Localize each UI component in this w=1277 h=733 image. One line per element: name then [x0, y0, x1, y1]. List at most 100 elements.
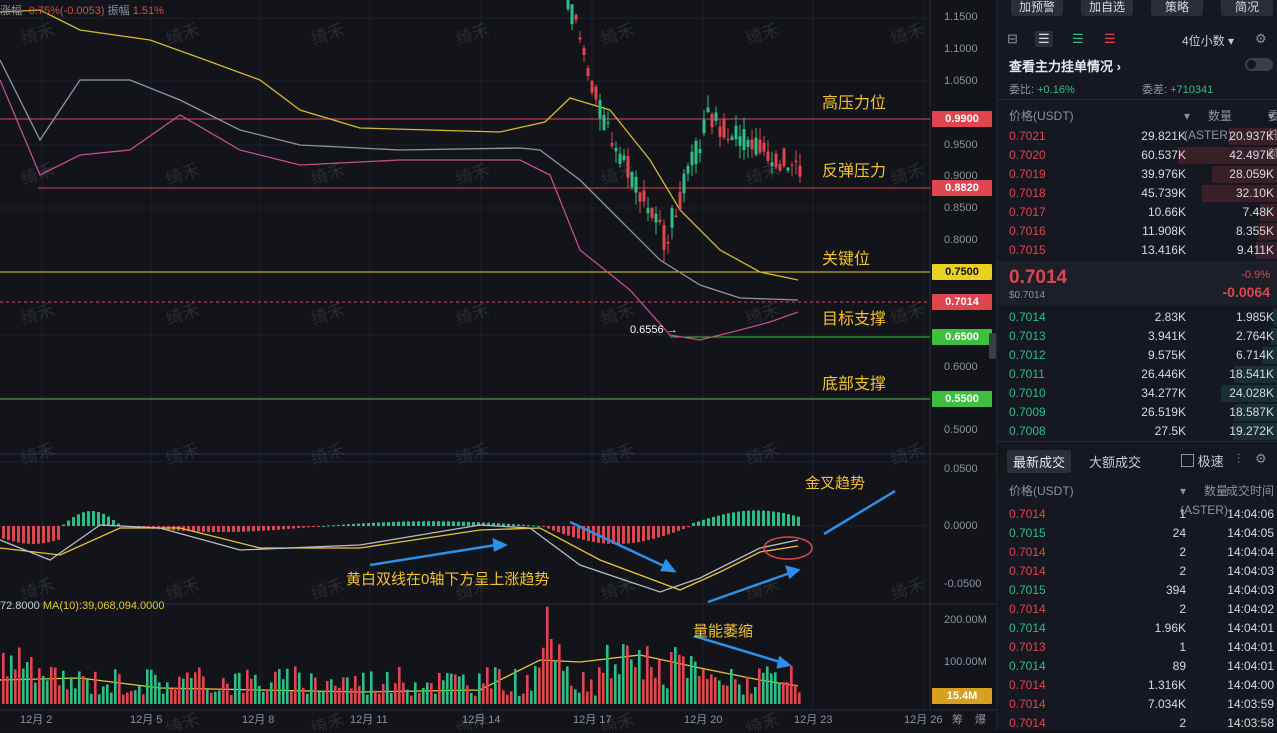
volume-bar: [742, 694, 745, 704]
orderbook-asks-icon[interactable]: ☰: [1072, 31, 1084, 46]
macd-bar: [397, 521, 400, 526]
settings-icon-trades[interactable]: ⚙: [1255, 451, 1267, 466]
volume-bar: [798, 692, 801, 704]
volume-bar: [166, 682, 169, 704]
ob-header-amt[interactable]: 委托额 ▾: [1268, 107, 1277, 161]
bollinger-lower: [0, 79, 799, 341]
candle: [782, 147, 786, 169]
volume-bar: [194, 672, 197, 704]
ob-price: 0.7011: [1009, 367, 1045, 381]
macd-bar: [217, 526, 220, 532]
level-label: 高压力位: [822, 95, 887, 112]
last-pct: -0.9%: [1241, 269, 1270, 281]
candle: [614, 141, 618, 163]
volume-bar: [522, 693, 525, 704]
ask-row: 0.7015 13.416K 9.411K: [997, 241, 1277, 260]
macd-bar: [277, 526, 280, 530]
macd-bar: [7, 526, 10, 541]
macd-dif-line: [0, 524, 799, 593]
depth-title[interactable]: 查看主力挂单情况 ›: [1009, 56, 1121, 75]
volume-bar: [314, 677, 317, 704]
volume-bar: [110, 692, 113, 704]
filter-icon[interactable]: ⫶: [1237, 451, 1241, 466]
volume-bar: [550, 639, 553, 704]
chart-panel[interactable]: 涨幅 -0.75%(-0.0053) 振幅 1.51% 72.8000 MA(1…: [0, 0, 996, 730]
candle: [722, 113, 726, 140]
macd-bar: [777, 512, 780, 526]
volume-bar: [766, 666, 769, 704]
trades-header-qty[interactable]: 数量(ASTER) ▾: [1180, 482, 1228, 517]
level-price-tag: 0.8820: [932, 180, 992, 196]
macd-bar: [402, 521, 405, 526]
strategy-button[interactable]: 策略: [1151, 0, 1203, 16]
macd-bar: [262, 526, 265, 531]
macd-bar: [22, 526, 25, 544]
macd-bar: [667, 526, 670, 535]
volume-bar: [678, 654, 681, 704]
ob-price: 0.7013: [1009, 329, 1046, 343]
ob-qty: 3.941K: [1147, 329, 1186, 343]
alert-button[interactable]: 加预警: [1011, 0, 1063, 16]
bid-row: 0.7011 26.446K 18.541K: [997, 365, 1277, 384]
candlestick-chart[interactable]: [0, 0, 996, 730]
macd-bar: [362, 523, 365, 526]
macd-bar: [77, 514, 80, 526]
settings-icon[interactable]: ⚙: [1255, 31, 1267, 46]
volume-bar: [386, 671, 389, 704]
ob-header-amt-text: 委托额: [1267, 109, 1277, 161]
candle: [646, 196, 650, 221]
trades-header-time: 成交时间: [1225, 484, 1274, 498]
volume-bar: [494, 667, 497, 704]
fast-mode-checkbox[interactable]: 极速: [1181, 451, 1224, 470]
candle: [650, 207, 654, 222]
level-label: 反弹压力: [822, 163, 887, 180]
lines-up-label: 黄白双线在0轴下方呈上涨趋势: [346, 571, 550, 588]
orderbook-bids-icon[interactable]: ☰: [1035, 31, 1053, 47]
depth-toggle[interactable]: [1245, 58, 1273, 71]
volume-bar: [30, 657, 33, 704]
ask-row: 0.7016 11.908K 8.355K: [997, 222, 1277, 241]
low-price-label: 0.6556 →: [630, 324, 678, 336]
tab-large-trades[interactable]: 大额成交: [1089, 455, 1142, 470]
candle: [682, 169, 686, 203]
macd-bar: [307, 526, 310, 528]
volume-bar: [306, 693, 309, 704]
precision-select[interactable]: 4位小数 ▾: [1182, 32, 1234, 49]
last-change: -0.0064: [1222, 284, 1270, 300]
candle: [626, 148, 630, 189]
ask-row: 0.7019 39.976K 28.059K: [997, 165, 1277, 184]
trade-price: 0.7014: [1009, 602, 1046, 616]
overview-button[interactable]: 简况: [1221, 0, 1273, 16]
volume-bar: [398, 666, 401, 704]
macd-bar: [677, 526, 680, 531]
volume-bar: [250, 678, 253, 704]
macd-bar: [37, 526, 40, 544]
trade-row: 0.7014 2 14:04:03: [997, 562, 1277, 581]
volume-bar: [734, 679, 737, 704]
macd-bar: [767, 510, 770, 526]
orderbook-list-icon[interactable]: ☰: [1104, 31, 1116, 46]
bid-row: 0.7012 9.575K 6.714K: [997, 346, 1277, 365]
macd-bar: [212, 526, 215, 532]
volume-bar: [622, 644, 625, 704]
macd-bar: [267, 526, 270, 531]
macd-bar: [252, 526, 255, 532]
level-label: 目标支撑: [822, 311, 887, 328]
volume-bar: [686, 677, 689, 704]
volume-bar: [430, 683, 433, 704]
macd-bar: [187, 526, 190, 532]
panel-resize-handle[interactable]: [989, 333, 996, 359]
macd-bar: [662, 526, 665, 536]
volume-bar: [490, 688, 493, 704]
volume-bar: [790, 666, 793, 704]
tab-latest-trades[interactable]: 最新成交: [1007, 450, 1072, 473]
macd-bar: [632, 526, 635, 543]
level-label: 底部支撑: [822, 376, 887, 393]
volume-bar: [94, 671, 97, 704]
orderbook-both-icon[interactable]: ⊟: [1007, 31, 1018, 46]
volume-bar: [118, 674, 121, 704]
volume-bar: [434, 693, 437, 704]
watchlist-button[interactable]: 加自选: [1081, 0, 1133, 16]
candle: [674, 209, 678, 218]
ob-header-qty[interactable]: 数量(ASTER) ▾: [1184, 107, 1232, 142]
